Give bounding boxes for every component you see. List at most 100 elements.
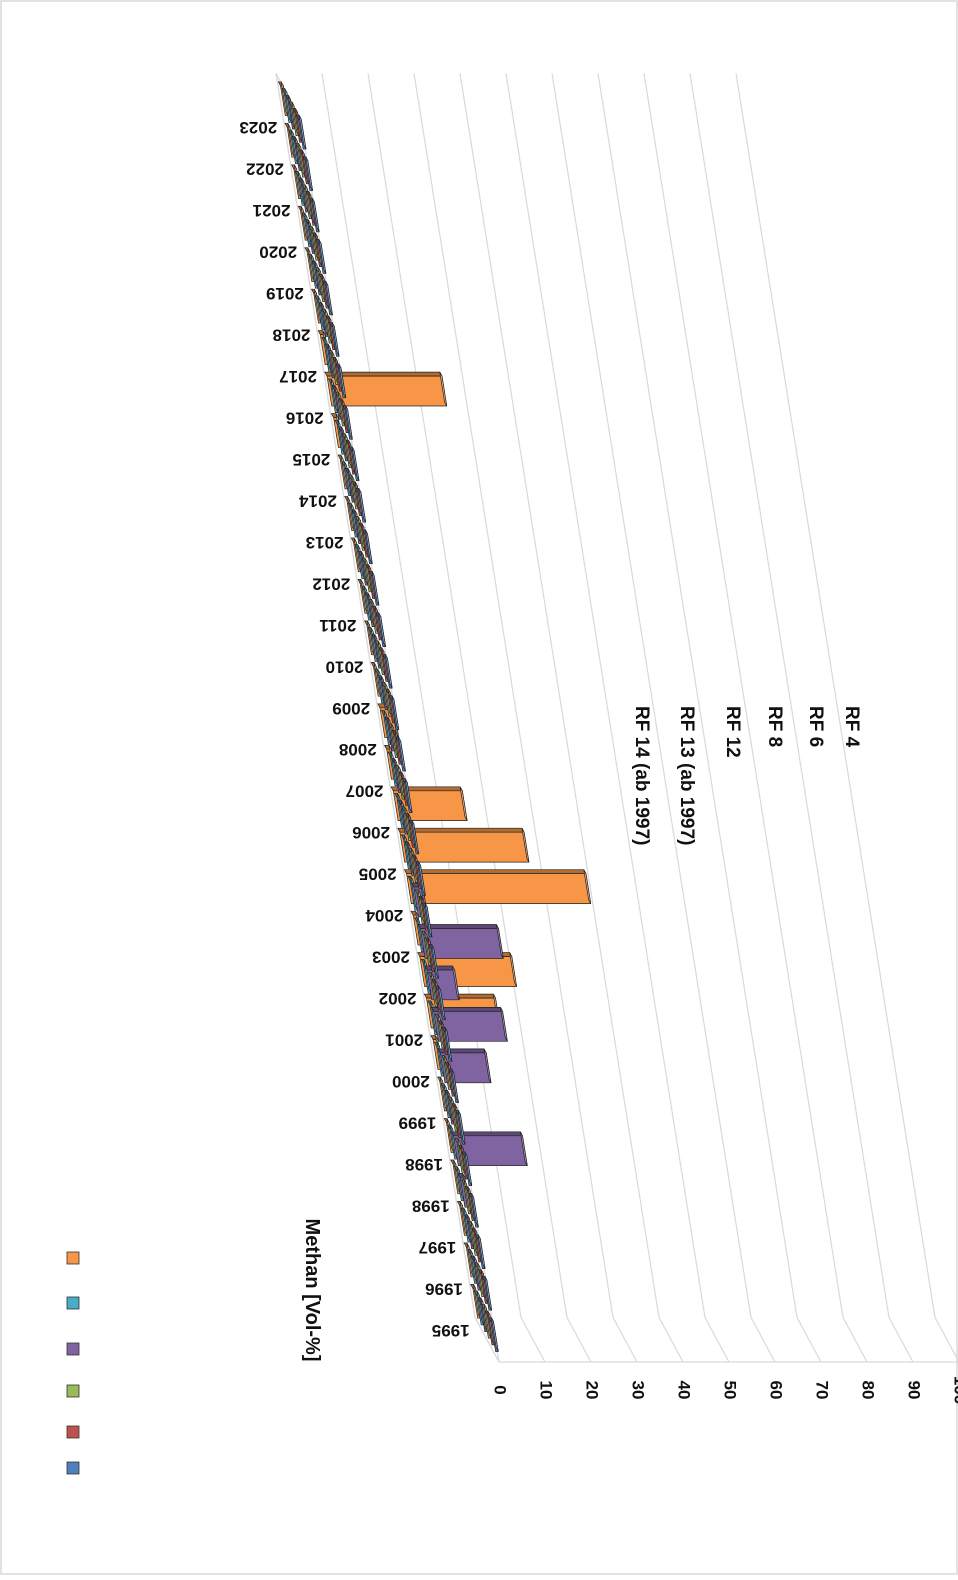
x-tick-label: 2014 bbox=[299, 491, 337, 510]
legend-swatch bbox=[66, 1425, 80, 1439]
bar bbox=[428, 944, 440, 979]
legend-swatch bbox=[66, 1251, 80, 1265]
bar bbox=[362, 529, 373, 565]
x-tick-label: 2004 bbox=[365, 906, 403, 925]
bar-top-face bbox=[311, 197, 320, 233]
bar-top-face bbox=[483, 1048, 492, 1083]
bar bbox=[355, 487, 367, 523]
bar-front-face bbox=[399, 831, 530, 863]
x-tick-label: 2023 bbox=[239, 118, 277, 137]
bar-top-face bbox=[365, 529, 373, 564]
bar bbox=[375, 612, 387, 647]
bar-top-face bbox=[500, 1007, 508, 1042]
x-tick-label: 2022 bbox=[246, 160, 284, 179]
x-tick-label: 2013 bbox=[306, 533, 344, 552]
bar-side-face bbox=[403, 869, 587, 875]
bar-top-face bbox=[305, 156, 313, 191]
bar bbox=[368, 570, 380, 606]
gridline bbox=[321, 73, 546, 1363]
bar bbox=[348, 446, 360, 482]
bar bbox=[328, 322, 340, 357]
y-tick-label: 20 bbox=[583, 1381, 602, 1400]
x-tick-label: 2003 bbox=[372, 948, 410, 967]
bar-top-face bbox=[418, 861, 426, 896]
bar-top-face bbox=[452, 965, 460, 1000]
bar bbox=[435, 985, 446, 1021]
bar-top-face bbox=[398, 736, 406, 772]
bar bbox=[322, 280, 333, 316]
bar bbox=[403, 869, 592, 904]
gridline bbox=[597, 73, 822, 1363]
bar bbox=[342, 405, 353, 440]
bar-top-face bbox=[325, 280, 333, 316]
bar bbox=[335, 363, 347, 399]
bar bbox=[324, 371, 448, 407]
bar-top-face bbox=[496, 924, 504, 959]
bar bbox=[488, 1317, 499, 1352]
gridline bbox=[413, 73, 638, 1363]
legend-label: RF 12 bbox=[722, 706, 743, 758]
x-tick-label: 2006 bbox=[352, 823, 390, 842]
x-tick-label: 2020 bbox=[259, 243, 297, 262]
bar-top-face bbox=[331, 322, 340, 357]
legend-label: RF 8 bbox=[764, 706, 785, 747]
x-tick-label: 1996 bbox=[425, 1279, 463, 1298]
rotated-chart-group: 0 10 20 30 40 50 60 70 80 90 100 19951996199719981… bbox=[66, 73, 958, 1475]
x-tick-label: 2001 bbox=[385, 1031, 423, 1050]
bar-top-face bbox=[520, 1131, 528, 1166]
y-tick-label: 0 bbox=[491, 1385, 510, 1394]
bar bbox=[454, 1109, 466, 1145]
bar-top-face bbox=[444, 1027, 453, 1062]
y-tick-label: 100 bbox=[951, 1376, 958, 1404]
y-tick-label: 70 bbox=[813, 1381, 832, 1400]
x-tick-label: 2009 bbox=[332, 699, 370, 718]
bar-top-face bbox=[424, 902, 433, 938]
x-tick-label: 1995 bbox=[432, 1321, 470, 1340]
gridline bbox=[275, 73, 500, 1363]
legend-swatch bbox=[66, 1461, 80, 1475]
y-tick-label: 50 bbox=[721, 1381, 740, 1400]
bar-top-face bbox=[411, 819, 420, 855]
gridline bbox=[689, 73, 914, 1363]
bar-top-face bbox=[298, 114, 307, 150]
x-tick-label: 1998 bbox=[412, 1196, 450, 1215]
gridline bbox=[643, 73, 868, 1363]
bar-top-face bbox=[431, 944, 439, 979]
x-tick-label: 2008 bbox=[339, 740, 377, 759]
bar-top-face bbox=[521, 828, 530, 863]
bar-top-face bbox=[464, 1151, 473, 1186]
y-tick-label: 10 bbox=[537, 1381, 556, 1400]
bar bbox=[450, 1131, 528, 1167]
x-tick-label: 2015 bbox=[292, 450, 330, 469]
bar-top-face bbox=[338, 363, 347, 398]
y-axis-tick-labels: 0 10 20 30 40 50 60 70 80 90 100 bbox=[491, 1376, 958, 1404]
bar-top-face bbox=[437, 985, 446, 1020]
bar bbox=[388, 695, 400, 730]
gridline bbox=[505, 73, 730, 1363]
x-tick-label: 2019 bbox=[266, 284, 304, 303]
bar-top-face bbox=[378, 612, 386, 647]
bar-top-face bbox=[391, 695, 400, 730]
bar bbox=[401, 778, 413, 813]
bar bbox=[461, 1151, 473, 1187]
bar-front-face bbox=[406, 873, 592, 904]
x-tick-label: 2005 bbox=[359, 865, 397, 884]
bar bbox=[295, 114, 307, 150]
bar-top-face bbox=[451, 1068, 459, 1103]
x-tick-label: 2011 bbox=[319, 616, 356, 635]
x-tick-label: 2012 bbox=[312, 574, 350, 593]
gridline bbox=[735, 73, 958, 1362]
bar-top-face bbox=[459, 786, 468, 821]
bar-top-face bbox=[351, 446, 360, 481]
bar bbox=[421, 902, 433, 938]
y-axis-title: Methan [Vol-%] bbox=[301, 1219, 323, 1362]
x-tick-label: 1997 bbox=[418, 1238, 456, 1257]
x-tick-label: 2016 bbox=[286, 409, 324, 428]
x-tick-label: 2018 bbox=[273, 326, 311, 345]
x-tick-label: 2007 bbox=[346, 782, 384, 801]
bar-top-face bbox=[384, 654, 393, 689]
legend-swatch bbox=[66, 1384, 80, 1398]
gridline bbox=[367, 73, 592, 1363]
bar-top-face bbox=[471, 1193, 479, 1228]
